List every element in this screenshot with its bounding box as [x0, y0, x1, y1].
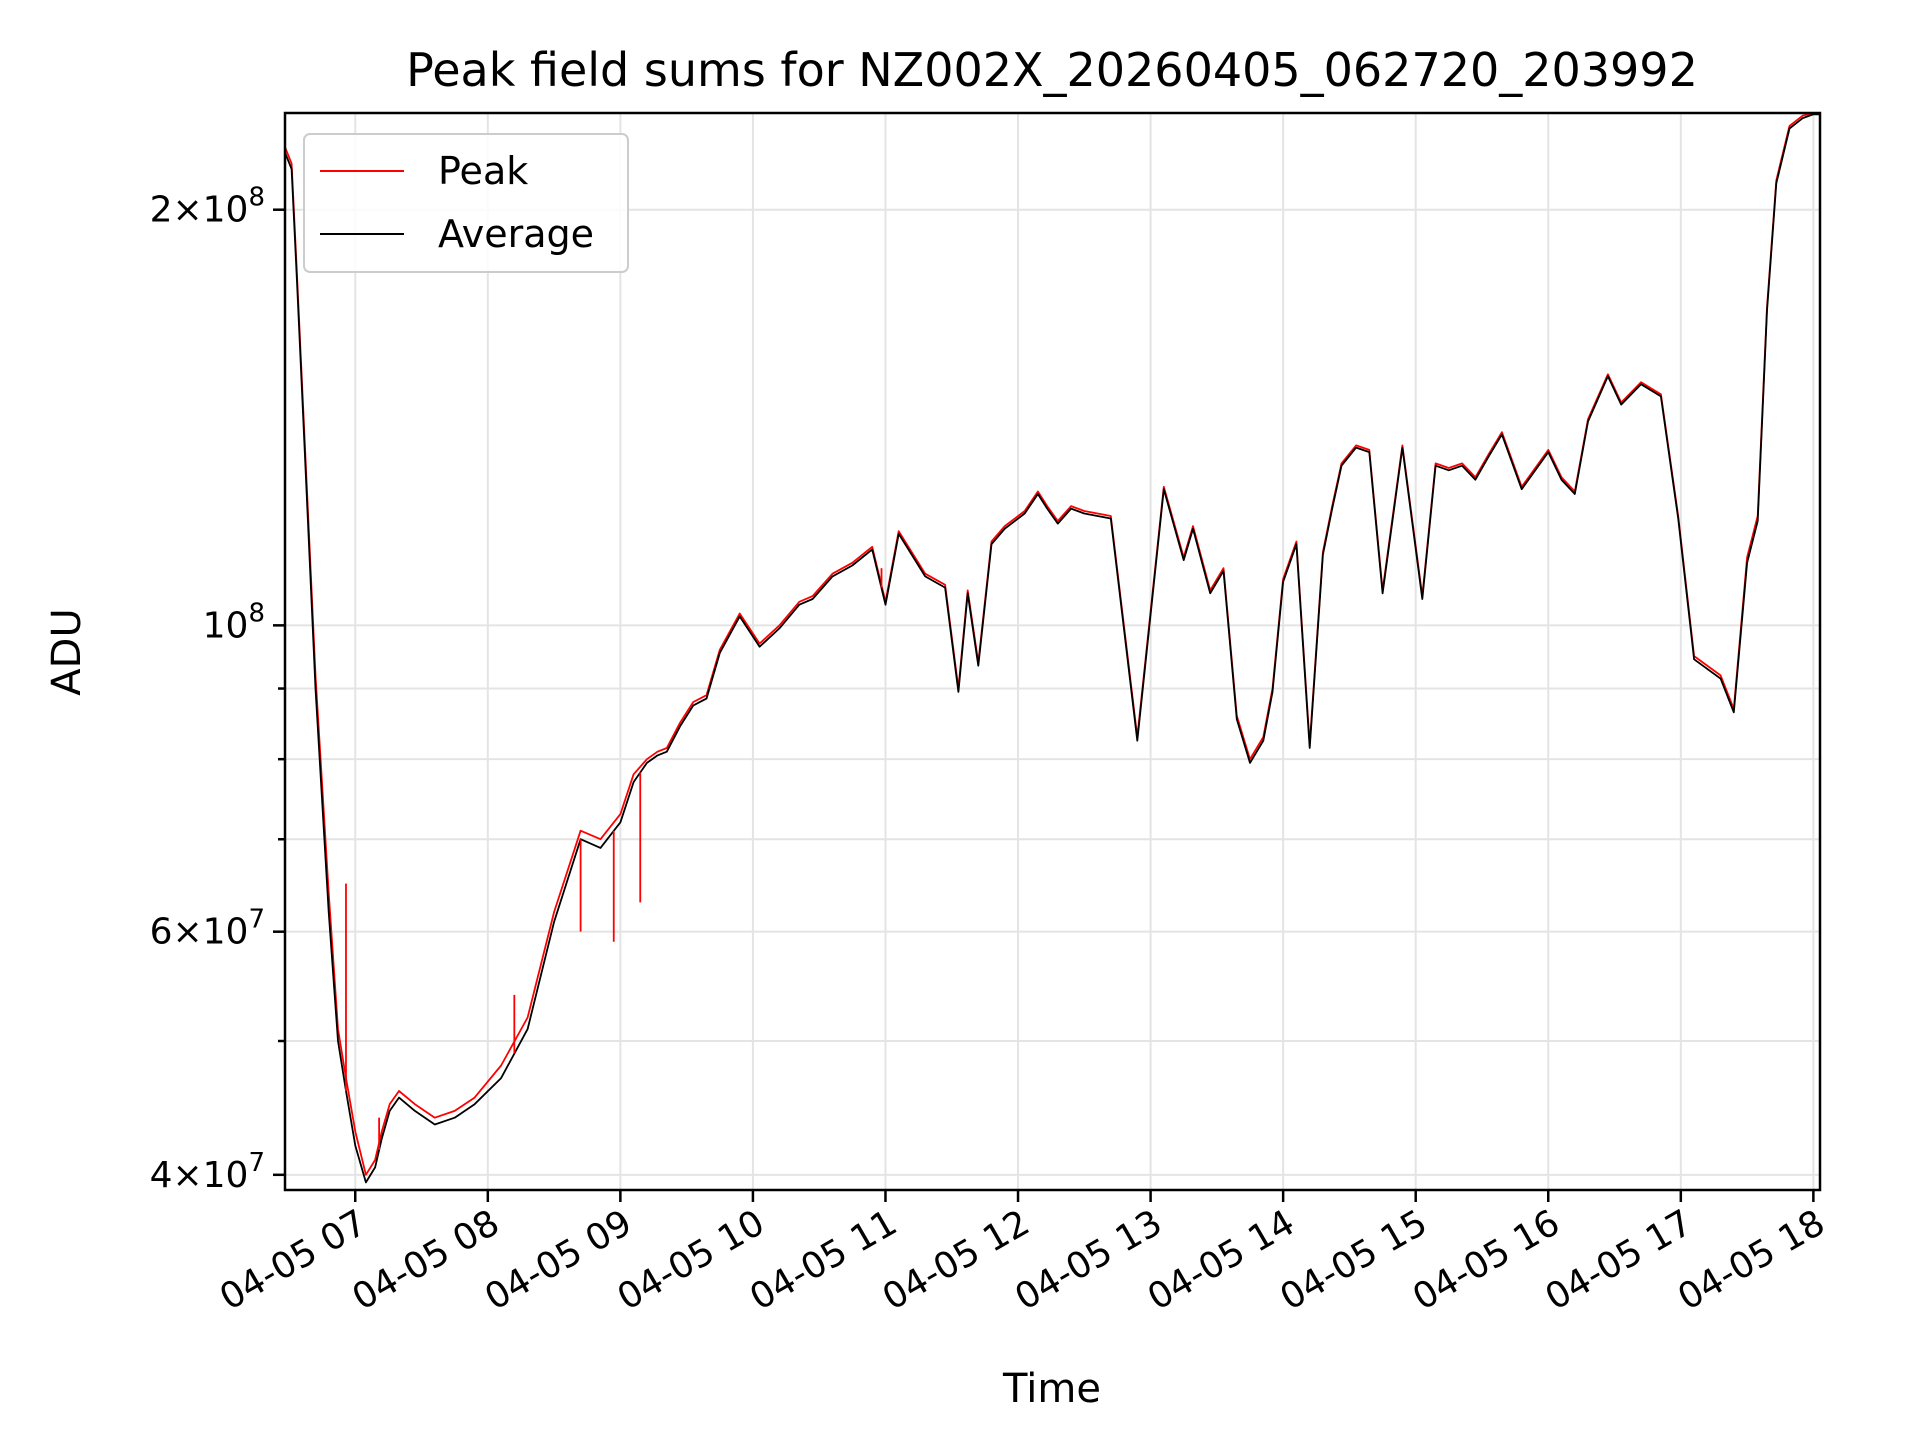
- legend: Peak Average: [303, 133, 629, 273]
- plot-frame: [283, 111, 1822, 1192]
- plot-area: [284, 112, 1820, 1184]
- y-tick-label: 108: [203, 598, 265, 646]
- x-axis-label: Time: [1002, 1366, 1101, 1412]
- y-tick-label: 4×107: [150, 1148, 265, 1196]
- series-line-average: [284, 113, 1820, 1184]
- grid: [285, 113, 1820, 1190]
- legend-label-peak: Peak: [438, 149, 528, 193]
- legend-label-average: Average: [438, 212, 594, 256]
- y-axis: 4×107 6×107 108 2×108: [150, 183, 285, 1196]
- series-line-peak: [284, 112, 1820, 1176]
- y-tick-label: 2×108: [150, 183, 265, 231]
- chart-title: Peak field sums for NZ002X_20260405_0627…: [406, 43, 1698, 97]
- legend-box: [303, 133, 629, 273]
- y-tick-label: 6×107: [150, 905, 265, 953]
- y-axis-label: ADU: [44, 608, 90, 695]
